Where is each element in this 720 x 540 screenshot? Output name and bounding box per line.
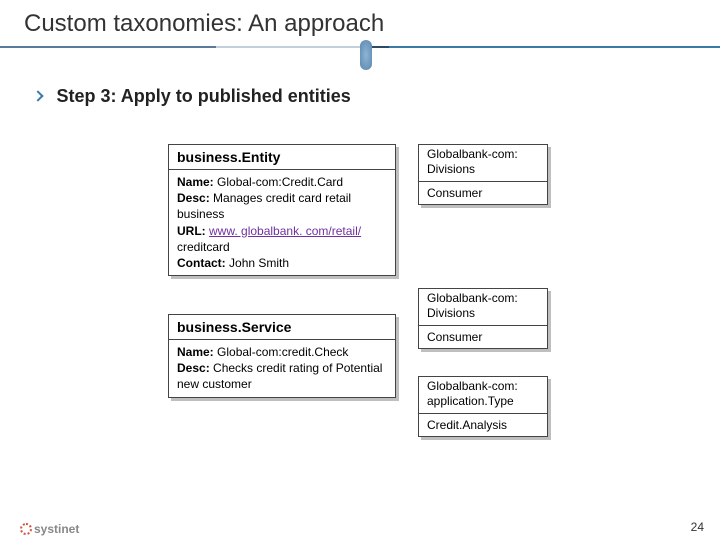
entity-url-link[interactable]: www. globalbank. com/retail/: [209, 224, 361, 238]
entity-body: Name: Global-com:Credit.Card Desc: Manag…: [169, 170, 395, 275]
logo-text: systinet: [34, 522, 79, 536]
entity-name-label: Name:: [177, 175, 214, 189]
chevron-icon: [32, 90, 43, 101]
footer: systinet 24: [0, 514, 720, 540]
tag3-line1: Globalbank-com:: [427, 379, 539, 394]
entity-url-tail: creditcard: [177, 239, 387, 255]
tag-divisions-1: Globalbank-com: Divisions Consumer: [418, 144, 548, 205]
service-header: business.Service: [169, 315, 395, 340]
entity-url-label: URL:: [177, 224, 206, 238]
gear-icon: [20, 523, 32, 535]
service-name-value: Global-com:credit.Check: [217, 345, 348, 359]
tag3-line2: application.Type: [427, 394, 539, 409]
entity-header: business.Entity: [169, 145, 395, 170]
entity-name-value: Global-com:Credit.Card: [217, 175, 343, 189]
logo: systinet: [20, 522, 79, 536]
diagram-canvas: business.Entity Name: Global-com:Credit.…: [0, 120, 720, 510]
tag-apptype: Globalbank-com: application.Type Credit.…: [418, 376, 548, 437]
service-body: Name: Global-com:credit.Check Desc: Chec…: [169, 340, 395, 397]
tag2-line1: Globalbank-com:: [427, 291, 539, 306]
page-number: 24: [691, 520, 704, 534]
tag1-body: Consumer: [419, 182, 547, 204]
entity-desc-label: Desc:: [177, 191, 210, 205]
title-bar: Custom taxonomies: An approach: [0, 0, 720, 68]
tag2-body: Consumer: [419, 326, 547, 348]
tag1-header: Globalbank-com: Divisions: [419, 145, 547, 182]
tag1-line1: Globalbank-com:: [427, 147, 539, 162]
tag3-body: Credit.Analysis: [419, 414, 547, 436]
subtitle-row: Step 3: Apply to published entities: [0, 68, 720, 107]
tag2-line2: Divisions: [427, 306, 539, 321]
tag-divisions-2: Globalbank-com: Divisions Consumer: [418, 288, 548, 349]
tag2-header: Globalbank-com: Divisions: [419, 289, 547, 326]
title-underline: [0, 46, 720, 48]
service-desc-label: Desc:: [177, 361, 210, 375]
service-box: business.Service Name: Global-com:credit…: [168, 314, 396, 398]
page-title: Custom taxonomies: An approach: [24, 10, 720, 38]
entity-contact-label: Contact:: [177, 256, 226, 270]
tag1-line2: Divisions: [427, 162, 539, 177]
subtitle: Step 3: Apply to published entities: [56, 86, 350, 106]
service-name-label: Name:: [177, 345, 214, 359]
tag3-header: Globalbank-com: application.Type: [419, 377, 547, 414]
entity-box: business.Entity Name: Global-com:Credit.…: [168, 144, 396, 276]
entity-contact-value: John Smith: [229, 256, 289, 270]
